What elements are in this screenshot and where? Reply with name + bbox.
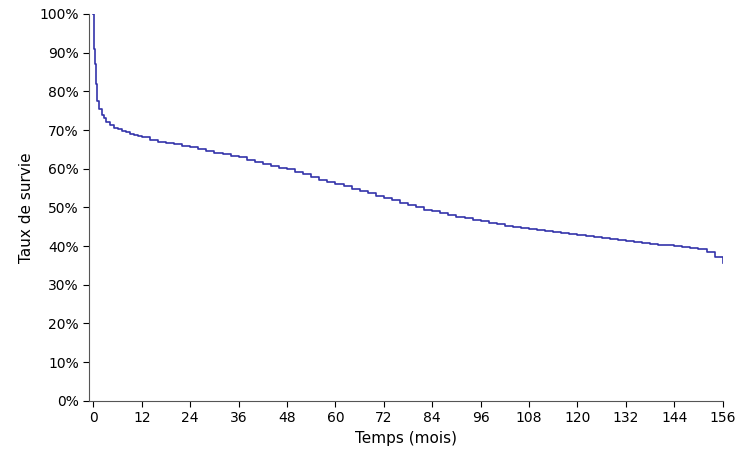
Y-axis label: Taux de survie: Taux de survie xyxy=(19,152,34,263)
X-axis label: Temps (mois): Temps (mois) xyxy=(355,431,457,446)
